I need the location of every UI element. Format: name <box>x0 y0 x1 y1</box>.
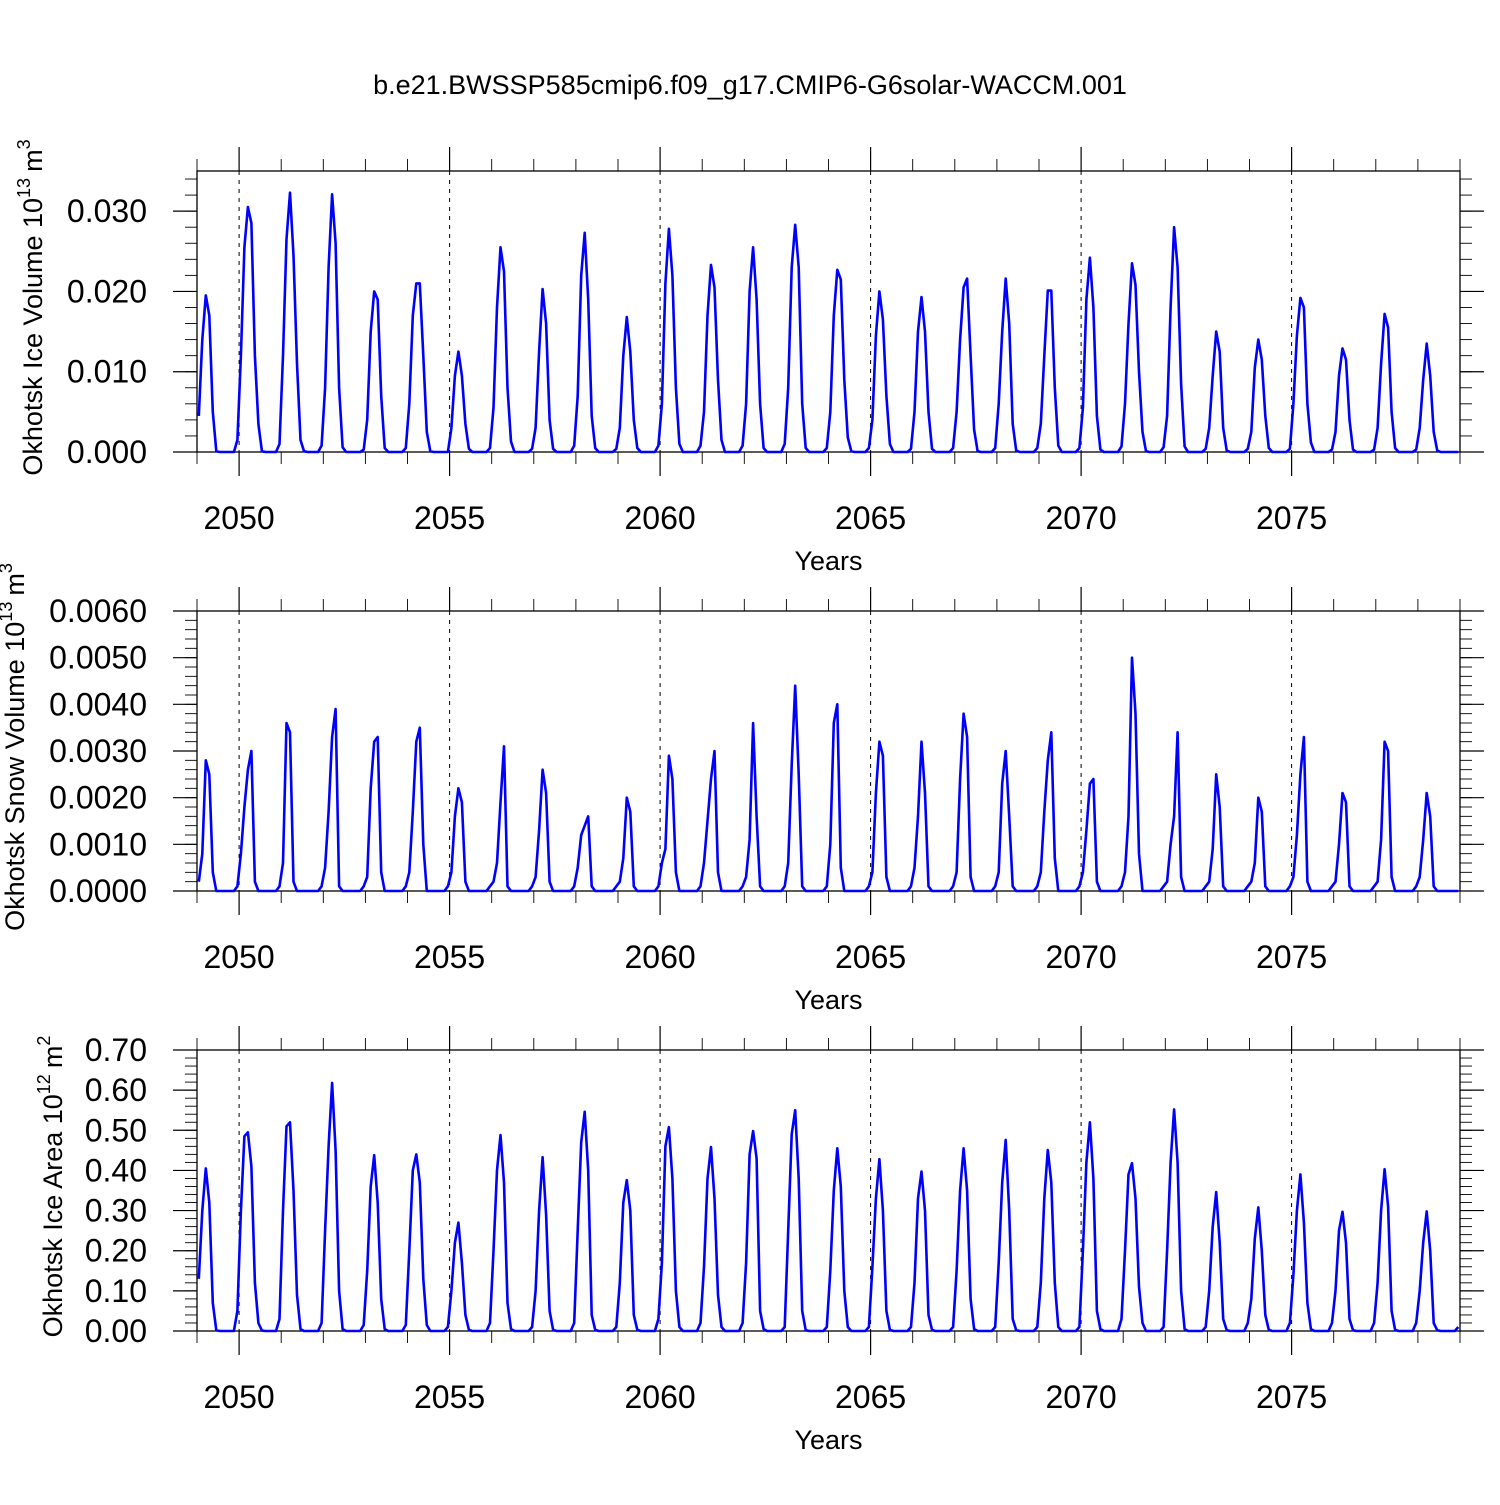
x-tick-label: 2060 <box>625 939 696 975</box>
y-tick-label: 0.0010 <box>49 826 147 862</box>
chart-panel-2: 0.0000 0.0010 0.0020 0.0030 0.0040 0.0050 0.00… <box>0 563 1484 1015</box>
y-tick-label: 0.0020 <box>49 780 147 816</box>
y-tick-label: 0.030 <box>67 193 147 229</box>
y-tick-label: 0.010 <box>67 354 147 390</box>
y-axis-title-unit-exponent: 3 <box>14 139 34 149</box>
x-tick-label: 2065 <box>835 1379 906 1415</box>
x-tick-label: 2060 <box>625 1379 696 1415</box>
y-axis-title-exponent: 12 <box>34 1074 54 1094</box>
y-axis-title-exponent: 13 <box>14 178 34 198</box>
y-tick-label: 0.50 <box>85 1112 147 1148</box>
y-tick-label: 0.0040 <box>49 686 147 722</box>
y-tick-label: 0.0000 <box>49 873 147 909</box>
y-tick-label: 0.0030 <box>49 733 147 769</box>
series-line-1 <box>197 191 1459 454</box>
y-axis-title-text: Okhotsk Snow Volume 10 <box>0 622 30 931</box>
y-tick-label: 0.10 <box>85 1273 147 1309</box>
y-tick-label: 0.00 <box>85 1313 147 1349</box>
y-tick-label: 0.40 <box>85 1152 147 1188</box>
chart-panel-1: 0.000 0.010 0.020 0.030 2050 2055 2060 2065 2070… <box>14 139 1484 576</box>
y-axis-title-unit: m <box>0 573 30 596</box>
y-axis-title-exponent: 13 <box>0 602 16 622</box>
y-tick-label: 0.70 <box>85 1032 147 1068</box>
x-tick-label: 2070 <box>1046 1379 1117 1415</box>
x-tick-label: 2055 <box>414 1379 485 1415</box>
plot-frame <box>196 610 1461 892</box>
y-tick-label: 0.0050 <box>49 640 147 676</box>
series-line-1 <box>197 1081 1460 1333</box>
x-tick-label: 2050 <box>204 1379 275 1415</box>
chart-panel-3: 0.00 0.10 0.20 0.30 0.40 0.50 0.60 0.70 2050 2055… <box>34 1026 1484 1455</box>
x-tick-label: 2075 <box>1256 500 1327 536</box>
y-axis-title-text: Okhotsk Ice Area 10 <box>38 1094 68 1337</box>
y-axis-title: Okhotsk Ice Volume 1013 m3 <box>14 139 48 475</box>
y-tick-label: 0.0060 <box>49 593 147 629</box>
y-axis-title-unit: m <box>38 1046 68 1069</box>
y-tick-label: 0.30 <box>85 1193 147 1229</box>
x-tick-label: 2070 <box>1046 500 1117 536</box>
y-axis-title: Okhotsk Ice Area 1012 m2 <box>34 1036 68 1338</box>
y-axis-title-unit: m <box>18 149 48 172</box>
x-tick-label: 2065 <box>835 939 906 975</box>
x-tick-label: 2065 <box>835 500 906 536</box>
y-axis-title-unit-exponent: 3 <box>0 563 16 573</box>
x-tick-label: 2055 <box>414 939 485 975</box>
y-axis-title-text: Okhotsk Ice Volume 10 <box>18 198 48 476</box>
y-tick-label: 0.020 <box>67 273 147 309</box>
plot-frame <box>196 170 1461 453</box>
x-tick-label: 2050 <box>204 500 275 536</box>
x-axis-title: Years <box>794 1425 862 1455</box>
y-axis-title-unit-exponent: 2 <box>34 1036 54 1046</box>
x-tick-label: 2050 <box>204 939 275 975</box>
chart-title: b.e21.BWSSP585cmip6.f09_g17.CMIP6-G6sola… <box>373 70 1127 100</box>
y-tick-label: 0.20 <box>85 1233 147 1269</box>
x-tick-label: 2075 <box>1256 939 1327 975</box>
x-tick-label: 2055 <box>414 500 485 536</box>
x-tick-label: 2060 <box>625 500 696 536</box>
x-tick-label: 2070 <box>1046 939 1117 975</box>
x-axis-title: Years <box>794 546 862 576</box>
y-tick-label: 0.000 <box>67 434 147 470</box>
y-axis-title: Okhotsk Snow Volume 1013 m3 <box>0 563 30 931</box>
x-axis-title: Years <box>794 985 862 1015</box>
series-line-1 <box>197 656 1459 893</box>
x-tick-label: 2075 <box>1256 1379 1327 1415</box>
y-tick-label: 0.60 <box>85 1072 147 1108</box>
